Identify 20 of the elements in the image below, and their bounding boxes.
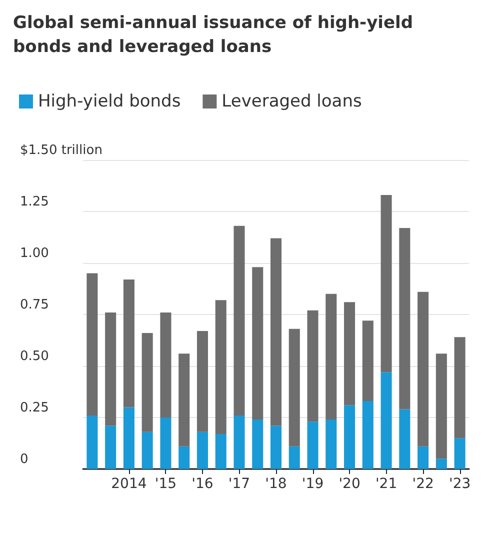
x-tick-label: '23 [448, 476, 471, 492]
legend-label: High-yield bonds [38, 92, 181, 112]
x-tick-label: '22 [412, 476, 434, 492]
x-tick-label: '17 [228, 476, 250, 492]
x-tick-label: 2014 [111, 476, 147, 492]
chart-title: Global semi-annual issuance of high-yield bonds and leveraged loans [13, 13, 419, 57]
x-tick-label: '21 [375, 476, 398, 492]
legend-label: Leveraged loans [222, 92, 362, 112]
y-tick-label: 1.25 [20, 194, 49, 210]
y-tick-label: 0.25 [20, 400, 49, 416]
y-tick-label: 0 [20, 452, 28, 467]
x-tick-label: '18 [265, 476, 287, 492]
y-tick-label: 1.00 [20, 246, 49, 261]
y-tick-label: 0.75 [20, 298, 49, 312]
x-tick-label: '16 [192, 476, 214, 492]
x-tick-label: '19 [302, 476, 324, 492]
y-tick-label: $1.50 trillion [20, 143, 102, 158]
y-tick-label: 0.50 [20, 349, 49, 364]
x-tick-label: '20 [338, 476, 360, 492]
x-tick-label: '15 [154, 476, 177, 492]
